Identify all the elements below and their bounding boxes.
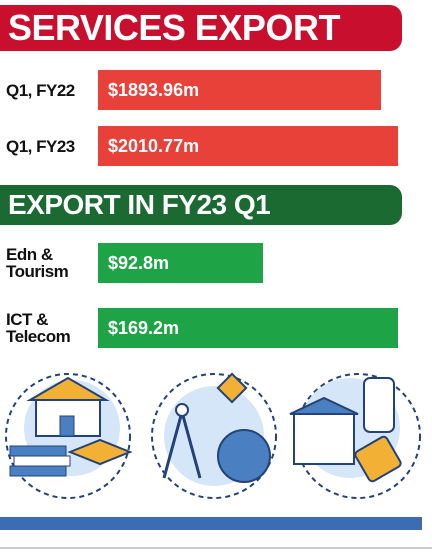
- value-label: $169.2m: [108, 317, 180, 338]
- bar: $2010.77m: [98, 126, 398, 166]
- value-label: $2010.77m: [108, 135, 200, 156]
- tourism-icon: [289, 377, 402, 483]
- section-title: SERVICES EXPORT: [0, 5, 402, 51]
- bar: $169.2m: [98, 308, 398, 348]
- bar: $1893.96m: [98, 70, 381, 110]
- footer-stripe: [0, 517, 422, 530]
- bar-row: ICT & Telecom $169.2m: [0, 308, 398, 348]
- bar: $92.8m: [98, 243, 263, 283]
- category-label: ICT & Telecom: [6, 310, 71, 346]
- category-label: Q1, FY23: [6, 136, 75, 156]
- bar-row: Edn & Tourism $92.8m: [0, 243, 263, 283]
- section-title: EXPORT IN FY23 Q1: [0, 185, 402, 225]
- bar-row: Q1, FY22 $1893.96m: [0, 70, 381, 110]
- education-icon: [9, 376, 133, 477]
- bar-row: Q1, FY23 $2010.77m: [0, 126, 398, 166]
- category-label: Edn & Tourism: [6, 245, 69, 281]
- value-label: $1893.96m: [108, 79, 200, 100]
- category-label: Q1, FY22: [6, 80, 75, 100]
- value-label: $92.8m: [108, 252, 170, 273]
- icon-rings: [5, 373, 421, 499]
- telecom-icon: [162, 372, 271, 486]
